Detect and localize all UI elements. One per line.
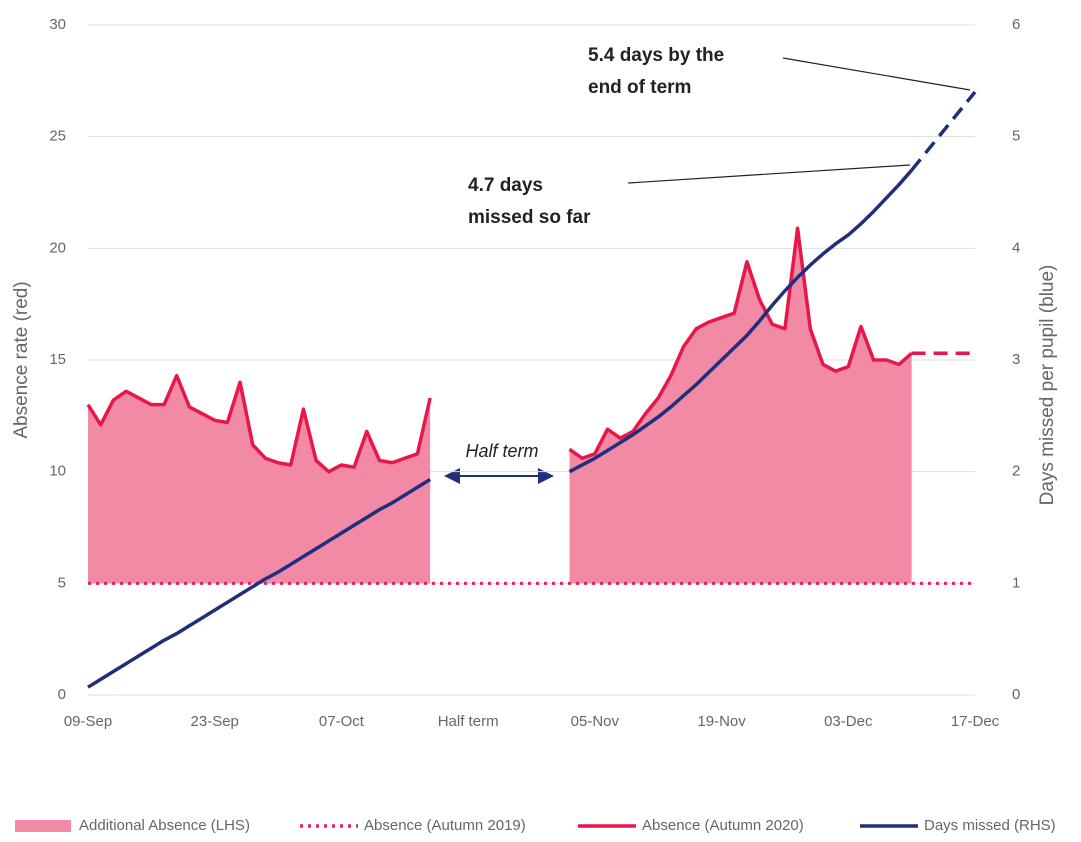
legend-label: Days missed (RHS) (924, 817, 1056, 834)
x-tick-label: 23-Sep (191, 713, 239, 730)
y2-tick-label: 4 (1012, 239, 1020, 256)
y-tick-label: 10 (49, 463, 66, 480)
y-tick-label: 25 (49, 128, 66, 145)
line (910, 90, 977, 172)
x-tick-label: 09-Sep (64, 713, 112, 730)
annotation: Half term (465, 441, 538, 461)
y2-tick-label: 5 (1012, 128, 1020, 145)
y2-tick-label: 6 (1012, 16, 1020, 33)
x-tick-label: 19-Nov (697, 713, 746, 730)
y-tick-label: 30 (49, 16, 66, 33)
line (568, 169, 913, 474)
y-tick-label: 15 (49, 351, 66, 368)
annotation: 5.4 days by the (588, 45, 724, 66)
line (86, 373, 432, 474)
legend-label: Additional Absence (LHS) (79, 817, 250, 834)
x-tick-label: 03-Dec (824, 713, 873, 730)
x-tick-label: Half term (438, 713, 499, 730)
annotation-lines (444, 57, 971, 484)
y2-tick-label: 0 (1012, 686, 1020, 703)
line (87, 477, 432, 689)
annotation: 4.7 days (468, 175, 543, 196)
annotation: end of term (588, 77, 691, 98)
legend-label: Absence (Autumn 2019) (364, 817, 526, 834)
x-tick-label: 07-Oct (319, 713, 365, 730)
area (569, 228, 912, 584)
x-tick-label: 17-Dec (951, 713, 1000, 730)
y2-tick-label: 1 (1012, 574, 1020, 591)
y-axis-label: Absence rate (red) (11, 281, 32, 438)
area (88, 375, 431, 584)
y-tick-label: 0 (58, 686, 66, 703)
y2-tick-label: 3 (1012, 351, 1020, 368)
annotation: missed so far (468, 207, 591, 228)
legend-label: Absence (Autumn 2020) (642, 817, 804, 834)
y2-axis-label: Days missed per pupil (blue) (1037, 265, 1058, 506)
y2-tick-label: 2 (1012, 463, 1020, 480)
x-tick-label: 05-Nov (571, 713, 620, 730)
y-tick-label: 20 (49, 239, 66, 256)
legend-swatch (15, 820, 71, 832)
grid (88, 24, 975, 696)
line (568, 226, 913, 461)
y-tick-label: 5 (58, 574, 66, 591)
